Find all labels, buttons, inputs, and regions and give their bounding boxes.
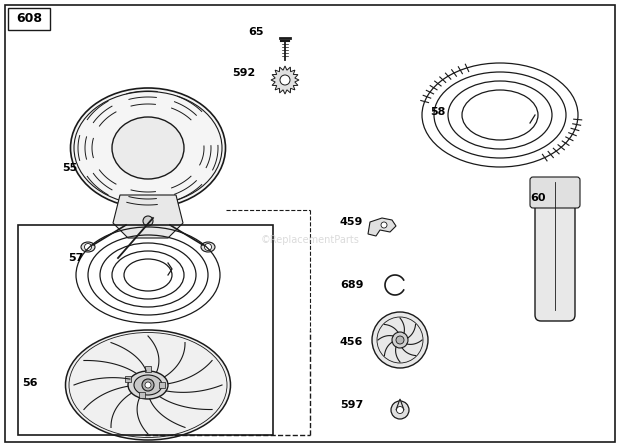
Text: 597: 597 xyxy=(340,400,363,410)
Text: 65: 65 xyxy=(248,27,264,37)
Text: 55: 55 xyxy=(62,163,78,173)
Text: 456: 456 xyxy=(340,337,363,347)
Text: 459: 459 xyxy=(340,217,363,227)
Ellipse shape xyxy=(71,88,226,208)
Bar xyxy=(145,366,151,372)
Circle shape xyxy=(143,216,153,226)
Circle shape xyxy=(372,312,428,368)
Ellipse shape xyxy=(134,375,162,395)
Bar xyxy=(125,376,131,382)
Circle shape xyxy=(205,244,211,250)
Circle shape xyxy=(280,75,290,85)
Text: 608: 608 xyxy=(16,13,42,25)
Ellipse shape xyxy=(66,330,231,440)
Circle shape xyxy=(145,382,151,388)
Circle shape xyxy=(396,336,404,344)
Bar xyxy=(159,382,165,388)
Ellipse shape xyxy=(112,117,184,179)
Text: 592: 592 xyxy=(232,68,255,78)
Ellipse shape xyxy=(81,242,95,252)
Bar xyxy=(8,8,50,30)
FancyBboxPatch shape xyxy=(535,179,575,321)
Polygon shape xyxy=(113,195,183,238)
Bar xyxy=(18,225,273,435)
Circle shape xyxy=(392,332,408,348)
Polygon shape xyxy=(271,66,299,94)
Circle shape xyxy=(397,406,404,413)
Polygon shape xyxy=(368,218,396,236)
Polygon shape xyxy=(396,399,404,410)
Ellipse shape xyxy=(201,242,215,252)
Text: 60: 60 xyxy=(530,193,546,203)
Text: 58: 58 xyxy=(430,107,445,117)
Circle shape xyxy=(391,401,409,419)
Circle shape xyxy=(84,244,92,250)
Circle shape xyxy=(381,222,387,228)
Circle shape xyxy=(142,379,154,391)
Text: 689: 689 xyxy=(340,280,363,290)
FancyBboxPatch shape xyxy=(530,177,580,208)
Text: 56: 56 xyxy=(22,378,37,388)
Bar xyxy=(139,392,145,398)
Text: ©ReplacementParts: ©ReplacementParts xyxy=(260,235,360,245)
Text: 57: 57 xyxy=(68,253,83,263)
Ellipse shape xyxy=(128,371,168,399)
